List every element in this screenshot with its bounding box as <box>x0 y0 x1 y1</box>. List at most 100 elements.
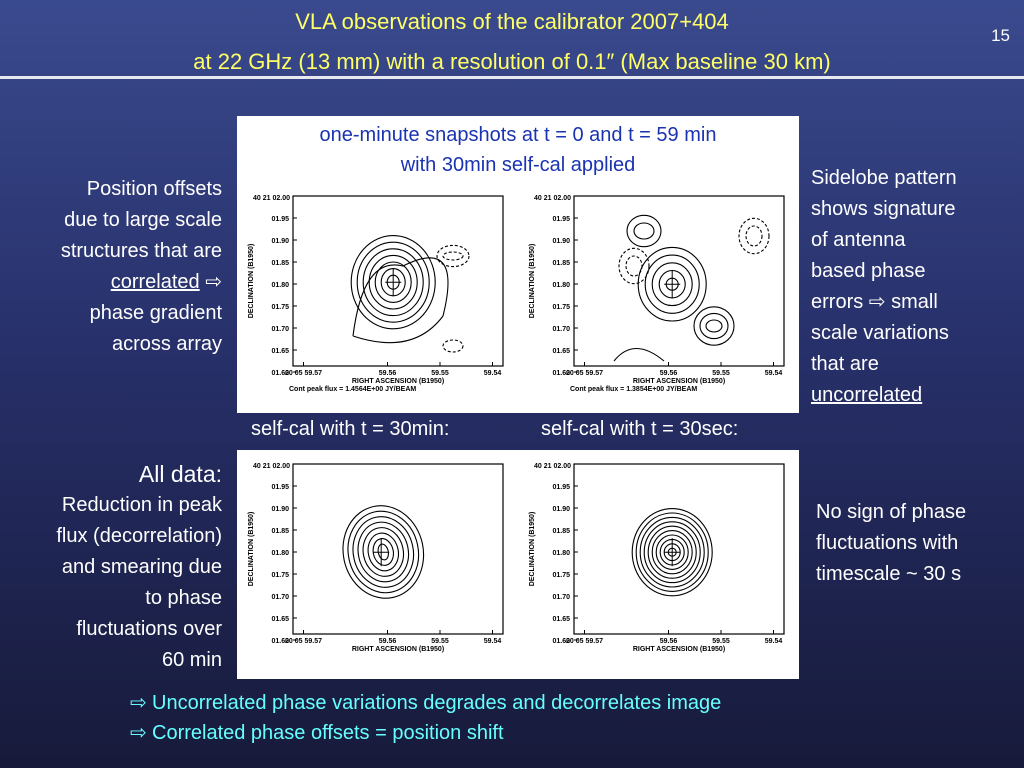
note-line: fluctuations with <box>816 532 959 554</box>
contour-line <box>350 235 436 330</box>
contour-line <box>655 534 689 570</box>
bullet-text: Uncorrelated phase variations degrades a… <box>152 692 722 714</box>
y-tick-label: 01.80 <box>552 282 570 289</box>
y-tick-label: 01.75 <box>271 572 289 579</box>
y-tick-label: 01.95 <box>552 484 570 491</box>
arrow-icon: ⇨ <box>205 271 222 293</box>
plot-frame <box>573 195 785 367</box>
contour-line <box>352 516 415 588</box>
contour-plot-svg: 40 21 02.00 01.95 01.90 01.85 01.80 01.75 01.7… <box>248 195 504 393</box>
contour-line <box>442 339 464 353</box>
title-divider <box>0 76 1024 79</box>
right-note-no-phase: No sign of phase fluctuations with times… <box>816 497 966 590</box>
x-axis-label: RIGHT ASCENSION (B1950) <box>352 378 444 385</box>
note-line: Position offsets <box>86 178 222 200</box>
bullet-text: Correlated phase offsets = position shif… <box>152 722 504 744</box>
all-data-heading: All data: <box>138 461 222 487</box>
contour-line <box>368 254 418 310</box>
correlated-word: correlated <box>110 271 200 293</box>
contour-line <box>342 505 425 599</box>
contours <box>350 235 470 353</box>
note-line: based phase <box>811 260 926 282</box>
x-tick-label: 59.55 <box>712 370 730 377</box>
left-note-position-offsets: Position offsets due to large scale stru… <box>61 174 222 360</box>
contour-line <box>633 222 655 240</box>
arrow-icon: ⇨ <box>130 722 147 744</box>
x-axis-label: RIGHT ASCENSION (B1950) <box>633 378 725 385</box>
x-tick-label: 59.55 <box>431 638 449 645</box>
contour-line <box>651 530 693 575</box>
top-panel-caption: one-minute snapshots at t = 0 and t = 59… <box>237 120 799 180</box>
x-tick-label: 20 05 59.57 <box>566 638 603 645</box>
x-tick-label: 20 05 59.57 <box>285 638 322 645</box>
x-axis-label: RIGHT ASCENSION (B1950) <box>352 646 444 653</box>
contour-line <box>647 525 697 579</box>
note-line: across array <box>111 333 222 355</box>
note-line: No sign of phase <box>816 501 967 523</box>
y-tick-label: 40 21 02.00 <box>253 195 290 202</box>
y-tick-label: 01.80 <box>271 550 289 557</box>
contour-line <box>705 319 723 333</box>
y-axis-label: DECLINATION (B1950) <box>529 244 536 319</box>
y-tick-label: 01.95 <box>271 484 289 491</box>
contour-plot-svg: 40 21 02.00 01.95 01.90 01.85 01.80 01.75 01.7… <box>529 463 785 653</box>
x-tick-label: 59.55 <box>712 638 730 645</box>
contour-line <box>613 348 665 362</box>
contours <box>631 508 713 597</box>
contour-plot-bottom-left: 40 21 02.00 01.95 01.90 01.85 01.80 01.75 01.7… <box>237 454 517 679</box>
contour-line <box>639 516 705 588</box>
y-tick-label: 01.85 <box>552 528 570 535</box>
x-tick-label: 59.56 <box>379 370 397 377</box>
conclusion-bullets: ⇨ Uncorrelated phase variations degrades … <box>130 688 721 748</box>
arrow-icon: ⇨ <box>868 291 886 313</box>
note-line: of antenna <box>811 229 906 251</box>
y-tick-label: 01.95 <box>552 216 570 223</box>
contour-line <box>738 217 770 255</box>
peak-flux-note: Cont peak flux = 1.4564E+00 JY/BEAM <box>289 386 416 393</box>
y-tick-label: 01.70 <box>552 326 570 333</box>
contour-line <box>618 247 650 285</box>
contour-line <box>637 246 707 322</box>
y-tick-label: 01.65 <box>271 348 289 355</box>
contour-line <box>356 241 430 323</box>
x-tick-label: 59.54 <box>484 638 502 645</box>
bullet-item: ⇨ Uncorrelated phase variations degrades … <box>130 688 721 718</box>
note-line: correlated ⇨ <box>61 267 222 298</box>
plot-frame <box>573 463 785 635</box>
note-line: flux (decorrelation) <box>56 525 222 547</box>
y-tick-label: 01.70 <box>271 594 289 601</box>
note-line: scale variations <box>811 322 949 344</box>
y-tick-label: 01.90 <box>552 238 570 245</box>
y-tick-label: 01.80 <box>271 282 289 289</box>
y-axis-label: DECLINATION (B1950) <box>529 512 536 587</box>
note-line: fluctuations over <box>76 618 222 640</box>
y-tick-label: 01.60 <box>552 638 570 645</box>
small-word: small <box>891 291 938 313</box>
contour-line <box>352 257 449 344</box>
note-line: that are <box>811 353 879 375</box>
note-line: phase gradient <box>89 302 222 324</box>
contour-plot-top-left: 40 21 02.00 01.95 01.90 01.85 01.80 01.75 01.7… <box>237 186 517 411</box>
contour-line <box>442 251 464 261</box>
right-note-sidelobe: Sidelobe pattern shows signature of ante… <box>811 163 957 411</box>
contour-line <box>745 225 763 247</box>
y-tick-label: 01.90 <box>271 238 289 245</box>
arrow-icon: ⇨ <box>130 692 147 714</box>
contour-line <box>362 527 405 577</box>
uncorrelated-word: uncorrelated <box>811 384 923 406</box>
y-tick-label: 01.60 <box>552 370 570 377</box>
contour-line <box>372 538 395 566</box>
y-tick-label: 40 21 02.00 <box>253 463 290 470</box>
contour-line <box>626 214 662 248</box>
contour-line <box>347 510 420 594</box>
x-tick-label: 59.56 <box>660 370 678 377</box>
contour-plot-top-right: 40 21 02.00 01.95 01.90 01.85 01.80 01.75 01.7… <box>518 186 798 411</box>
contour-line <box>643 521 701 584</box>
y-tick-label: 01.60 <box>271 370 289 377</box>
y-tick-label: 01.80 <box>552 550 570 557</box>
y-tick-label: 01.90 <box>271 506 289 513</box>
note-line: Sidelobe pattern <box>811 167 957 189</box>
x-tick-label: 59.56 <box>660 638 678 645</box>
contours <box>342 505 425 599</box>
contour-line <box>631 508 713 597</box>
